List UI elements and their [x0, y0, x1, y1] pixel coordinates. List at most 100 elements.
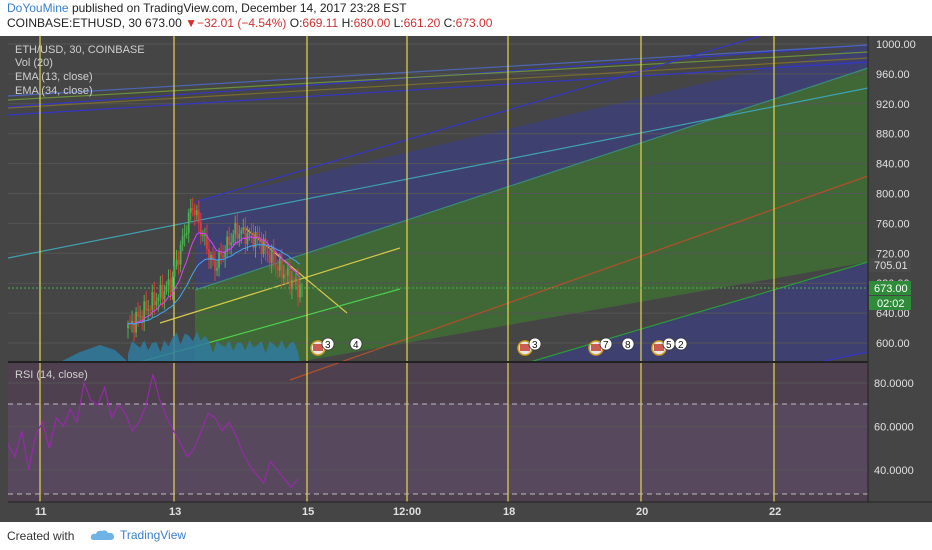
- price-tick-label: 600.00: [876, 338, 910, 350]
- candle-body: [153, 292, 156, 306]
- countdown-badge: [869, 296, 911, 310]
- candle-body: [288, 267, 291, 289]
- candle-body: [210, 254, 212, 260]
- economic-event-flag-icon[interactable]: 3: [517, 337, 542, 356]
- candle-body: [252, 232, 255, 248]
- economic-event-flag-icon[interactable]: 7: [588, 337, 613, 356]
- price-chart[interactable]: 1000.00960.00920.00880.00840.00800.00760…: [0, 36, 932, 522]
- candle-body: [260, 241, 263, 255]
- candle-body: [147, 309, 150, 311]
- candle-body: [246, 233, 249, 244]
- economic-event-flag-icon[interactable]: 2: [674, 337, 688, 351]
- candle-body: [286, 267, 289, 276]
- candle-body: [131, 321, 133, 324]
- candle-body: [155, 301, 158, 306]
- footer: Created with TradingView: [0, 522, 932, 550]
- economic-event-flag-icon[interactable]: 8: [621, 337, 635, 351]
- close-value: 673.00: [455, 16, 493, 30]
- candle-body: [256, 232, 259, 237]
- channel-teal-line: [7, 87, 869, 259]
- candle-body: [212, 254, 214, 261]
- time-tick-label: 12:00: [393, 506, 421, 518]
- candle-body: [244, 227, 247, 244]
- upper-channel-fill: [195, 45, 868, 290]
- candle-body: [274, 265, 277, 267]
- candle-body: [238, 233, 241, 239]
- price-tick-label: 760.00: [876, 218, 910, 230]
- trendline-blue-2: [7, 61, 869, 116]
- high-label: H:: [341, 16, 354, 30]
- published-text: published on TradingView.com, December 1…: [68, 1, 407, 15]
- candle-body: [254, 232, 257, 248]
- price-tick-label: 1000.00: [876, 39, 916, 51]
- rsi-tick-label: 80.0000: [874, 378, 914, 390]
- economic-event-flag-icon[interactable]: 3: [310, 337, 335, 356]
- candle-body: [127, 323, 129, 329]
- rsi-tick-label: 60.0000: [874, 422, 914, 434]
- candle-body: [266, 250, 269, 255]
- candle-body: [220, 252, 222, 256]
- candle-body: [258, 236, 261, 242]
- candle-body: [161, 284, 164, 300]
- candle-body: [139, 315, 142, 317]
- publish-line: DoYouMine published on TradingView.com, …: [7, 1, 407, 17]
- candle-body: [272, 247, 275, 266]
- candle-body: [171, 276, 174, 293]
- trendline-blue-3: [7, 44, 869, 97]
- candle-body: [133, 321, 135, 333]
- economic-event-flag-icon[interactable]: 4: [349, 337, 363, 351]
- candle-body: [181, 236, 184, 245]
- candle-body: [203, 234, 206, 236]
- time-axis: [0, 502, 932, 522]
- price-tick-label: 960.00: [876, 69, 910, 81]
- bottom-channel-line: [819, 351, 869, 363]
- candle-body: [167, 279, 170, 286]
- event-count-label: 8: [625, 340, 631, 351]
- candle-body: [276, 266, 279, 271]
- trendline-olive-1: [7, 51, 869, 101]
- level-705-text: 705.01: [874, 260, 908, 272]
- candle-body: [199, 222, 202, 236]
- candle-body: [175, 260, 178, 267]
- candle-body: [151, 292, 154, 310]
- volume-area: [60, 332, 300, 362]
- lower-channel-line: [529, 261, 869, 363]
- price-axis: [868, 36, 932, 522]
- time-tick-label: 11: [35, 506, 47, 518]
- candle-body: [295, 278, 297, 281]
- candle-body: [206, 234, 208, 250]
- candle-body: [179, 244, 182, 265]
- created-with-text: Created with: [7, 529, 75, 543]
- rsi-tick-label: 40.0000: [874, 465, 914, 477]
- candle-body: [270, 247, 273, 263]
- candle-body: [280, 258, 283, 279]
- candle-body: [224, 251, 227, 258]
- tradingview-link[interactable]: TradingView: [120, 528, 187, 542]
- price-tick-label: 840.00: [876, 159, 910, 171]
- candle-body: [262, 238, 265, 255]
- candle-body: [197, 210, 200, 223]
- change-value: −32.01 (−4.54%): [196, 16, 287, 30]
- candle-body: [191, 208, 194, 211]
- legend-main: ETH/USD, 30, COINBASE: [15, 44, 145, 56]
- tradingview-cloud-icon[interactable]: [90, 528, 116, 542]
- candle-body: [165, 285, 168, 292]
- candle-body: [230, 242, 233, 246]
- candle-body: [216, 267, 218, 271]
- event-count-label: 3: [532, 340, 538, 351]
- candle-body: [187, 212, 190, 234]
- candle-body: [183, 234, 186, 237]
- price-tick-label: 880.00: [876, 129, 910, 141]
- rsi-line: [7, 374, 299, 489]
- candle-body: [240, 230, 243, 234]
- middle-channel-fill: [195, 68, 868, 380]
- legend-ema13: EMA (13, close): [15, 71, 93, 83]
- legend-volume: Vol (20): [15, 57, 53, 69]
- legend-ema34: EMA (34, close): [15, 85, 93, 97]
- author-link[interactable]: DoYouMine: [7, 1, 69, 15]
- candle-body: [208, 249, 210, 260]
- candle-body: [234, 222, 237, 235]
- candle-body: [250, 232, 253, 234]
- economic-event-flag-icon[interactable]: 5: [651, 337, 676, 356]
- candle-body: [159, 284, 162, 298]
